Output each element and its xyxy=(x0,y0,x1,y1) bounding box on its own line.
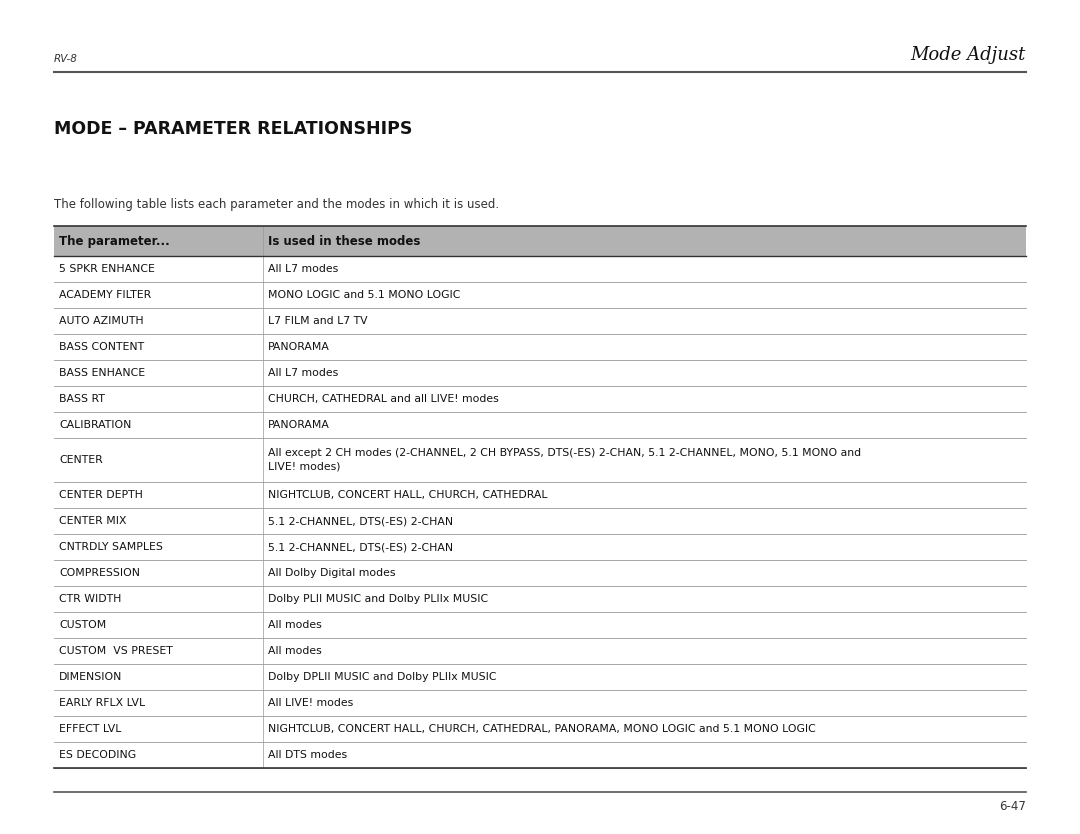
Text: PANORAMA: PANORAMA xyxy=(268,342,329,352)
Text: All modes: All modes xyxy=(268,646,322,656)
Text: CUSTOM: CUSTOM xyxy=(59,620,106,630)
Text: All modes: All modes xyxy=(268,620,322,630)
Text: EARLY RFLX LVL: EARLY RFLX LVL xyxy=(59,698,145,708)
Text: The parameter...: The parameter... xyxy=(59,234,170,248)
Text: All Dolby Digital modes: All Dolby Digital modes xyxy=(268,568,395,578)
Text: 6-47: 6-47 xyxy=(999,800,1026,813)
Text: CALIBRATION: CALIBRATION xyxy=(59,420,132,430)
Text: NIGHTCLUB, CONCERT HALL, CHURCH, CATHEDRAL: NIGHTCLUB, CONCERT HALL, CHURCH, CATHEDR… xyxy=(268,490,548,500)
Text: MODE – PARAMETER RELATIONSHIPS: MODE – PARAMETER RELATIONSHIPS xyxy=(54,120,413,138)
Bar xyxy=(54,226,1026,256)
Text: CHURCH, CATHEDRAL and all LIVE! modes: CHURCH, CATHEDRAL and all LIVE! modes xyxy=(268,394,499,404)
Text: ACADEMY FILTER: ACADEMY FILTER xyxy=(59,290,151,300)
Text: AUTO AZIMUTH: AUTO AZIMUTH xyxy=(59,316,144,326)
Text: DIMENSION: DIMENSION xyxy=(59,672,122,682)
Text: PANORAMA: PANORAMA xyxy=(268,420,329,430)
Text: Mode Adjust: Mode Adjust xyxy=(910,46,1026,64)
Text: RV-8: RV-8 xyxy=(54,54,78,64)
Text: COMPRESSION: COMPRESSION xyxy=(59,568,140,578)
Text: Is used in these modes: Is used in these modes xyxy=(268,234,420,248)
Text: MONO LOGIC and 5.1 MONO LOGIC: MONO LOGIC and 5.1 MONO LOGIC xyxy=(268,290,460,300)
Text: NIGHTCLUB, CONCERT HALL, CHURCH, CATHEDRAL, PANORAMA, MONO LOGIC and 5.1 MONO LO: NIGHTCLUB, CONCERT HALL, CHURCH, CATHEDR… xyxy=(268,724,815,734)
Text: CENTER DEPTH: CENTER DEPTH xyxy=(59,490,143,500)
Text: BASS RT: BASS RT xyxy=(59,394,105,404)
Text: All except 2 CH modes (2-CHANNEL, 2 CH BYPASS, DTS(-ES) 2-CHAN, 5.1 2-CHANNEL, M: All except 2 CH modes (2-CHANNEL, 2 CH B… xyxy=(268,448,861,458)
Text: Dolby DPLII MUSIC and Dolby PLIIx MUSIC: Dolby DPLII MUSIC and Dolby PLIIx MUSIC xyxy=(268,672,497,682)
Text: EFFECT LVL: EFFECT LVL xyxy=(59,724,121,734)
Text: BASS ENHANCE: BASS ENHANCE xyxy=(59,368,145,378)
Text: All L7 modes: All L7 modes xyxy=(268,264,338,274)
Text: 5.1 2-CHANNEL, DTS(-ES) 2-CHAN: 5.1 2-CHANNEL, DTS(-ES) 2-CHAN xyxy=(268,542,454,552)
Text: CENTER: CENTER xyxy=(59,455,103,465)
Text: CENTER MIX: CENTER MIX xyxy=(59,516,126,526)
Text: The following table lists each parameter and the modes in which it is used.: The following table lists each parameter… xyxy=(54,198,499,211)
Text: Dolby PLII MUSIC and Dolby PLIIx MUSIC: Dolby PLII MUSIC and Dolby PLIIx MUSIC xyxy=(268,594,488,604)
Text: CNTRDLY SAMPLES: CNTRDLY SAMPLES xyxy=(59,542,163,552)
Text: LIVE! modes): LIVE! modes) xyxy=(268,462,340,472)
Text: CTR WIDTH: CTR WIDTH xyxy=(59,594,121,604)
Text: All LIVE! modes: All LIVE! modes xyxy=(268,698,353,708)
Text: All L7 modes: All L7 modes xyxy=(268,368,338,378)
Text: 5.1 2-CHANNEL, DTS(-ES) 2-CHAN: 5.1 2-CHANNEL, DTS(-ES) 2-CHAN xyxy=(268,516,454,526)
Text: ES DECODING: ES DECODING xyxy=(59,750,136,760)
Text: L7 FILM and L7 TV: L7 FILM and L7 TV xyxy=(268,316,367,326)
Text: 5 SPKR ENHANCE: 5 SPKR ENHANCE xyxy=(59,264,154,274)
Text: BASS CONTENT: BASS CONTENT xyxy=(59,342,144,352)
Text: All DTS modes: All DTS modes xyxy=(268,750,347,760)
Text: CUSTOM  VS PRESET: CUSTOM VS PRESET xyxy=(59,646,173,656)
